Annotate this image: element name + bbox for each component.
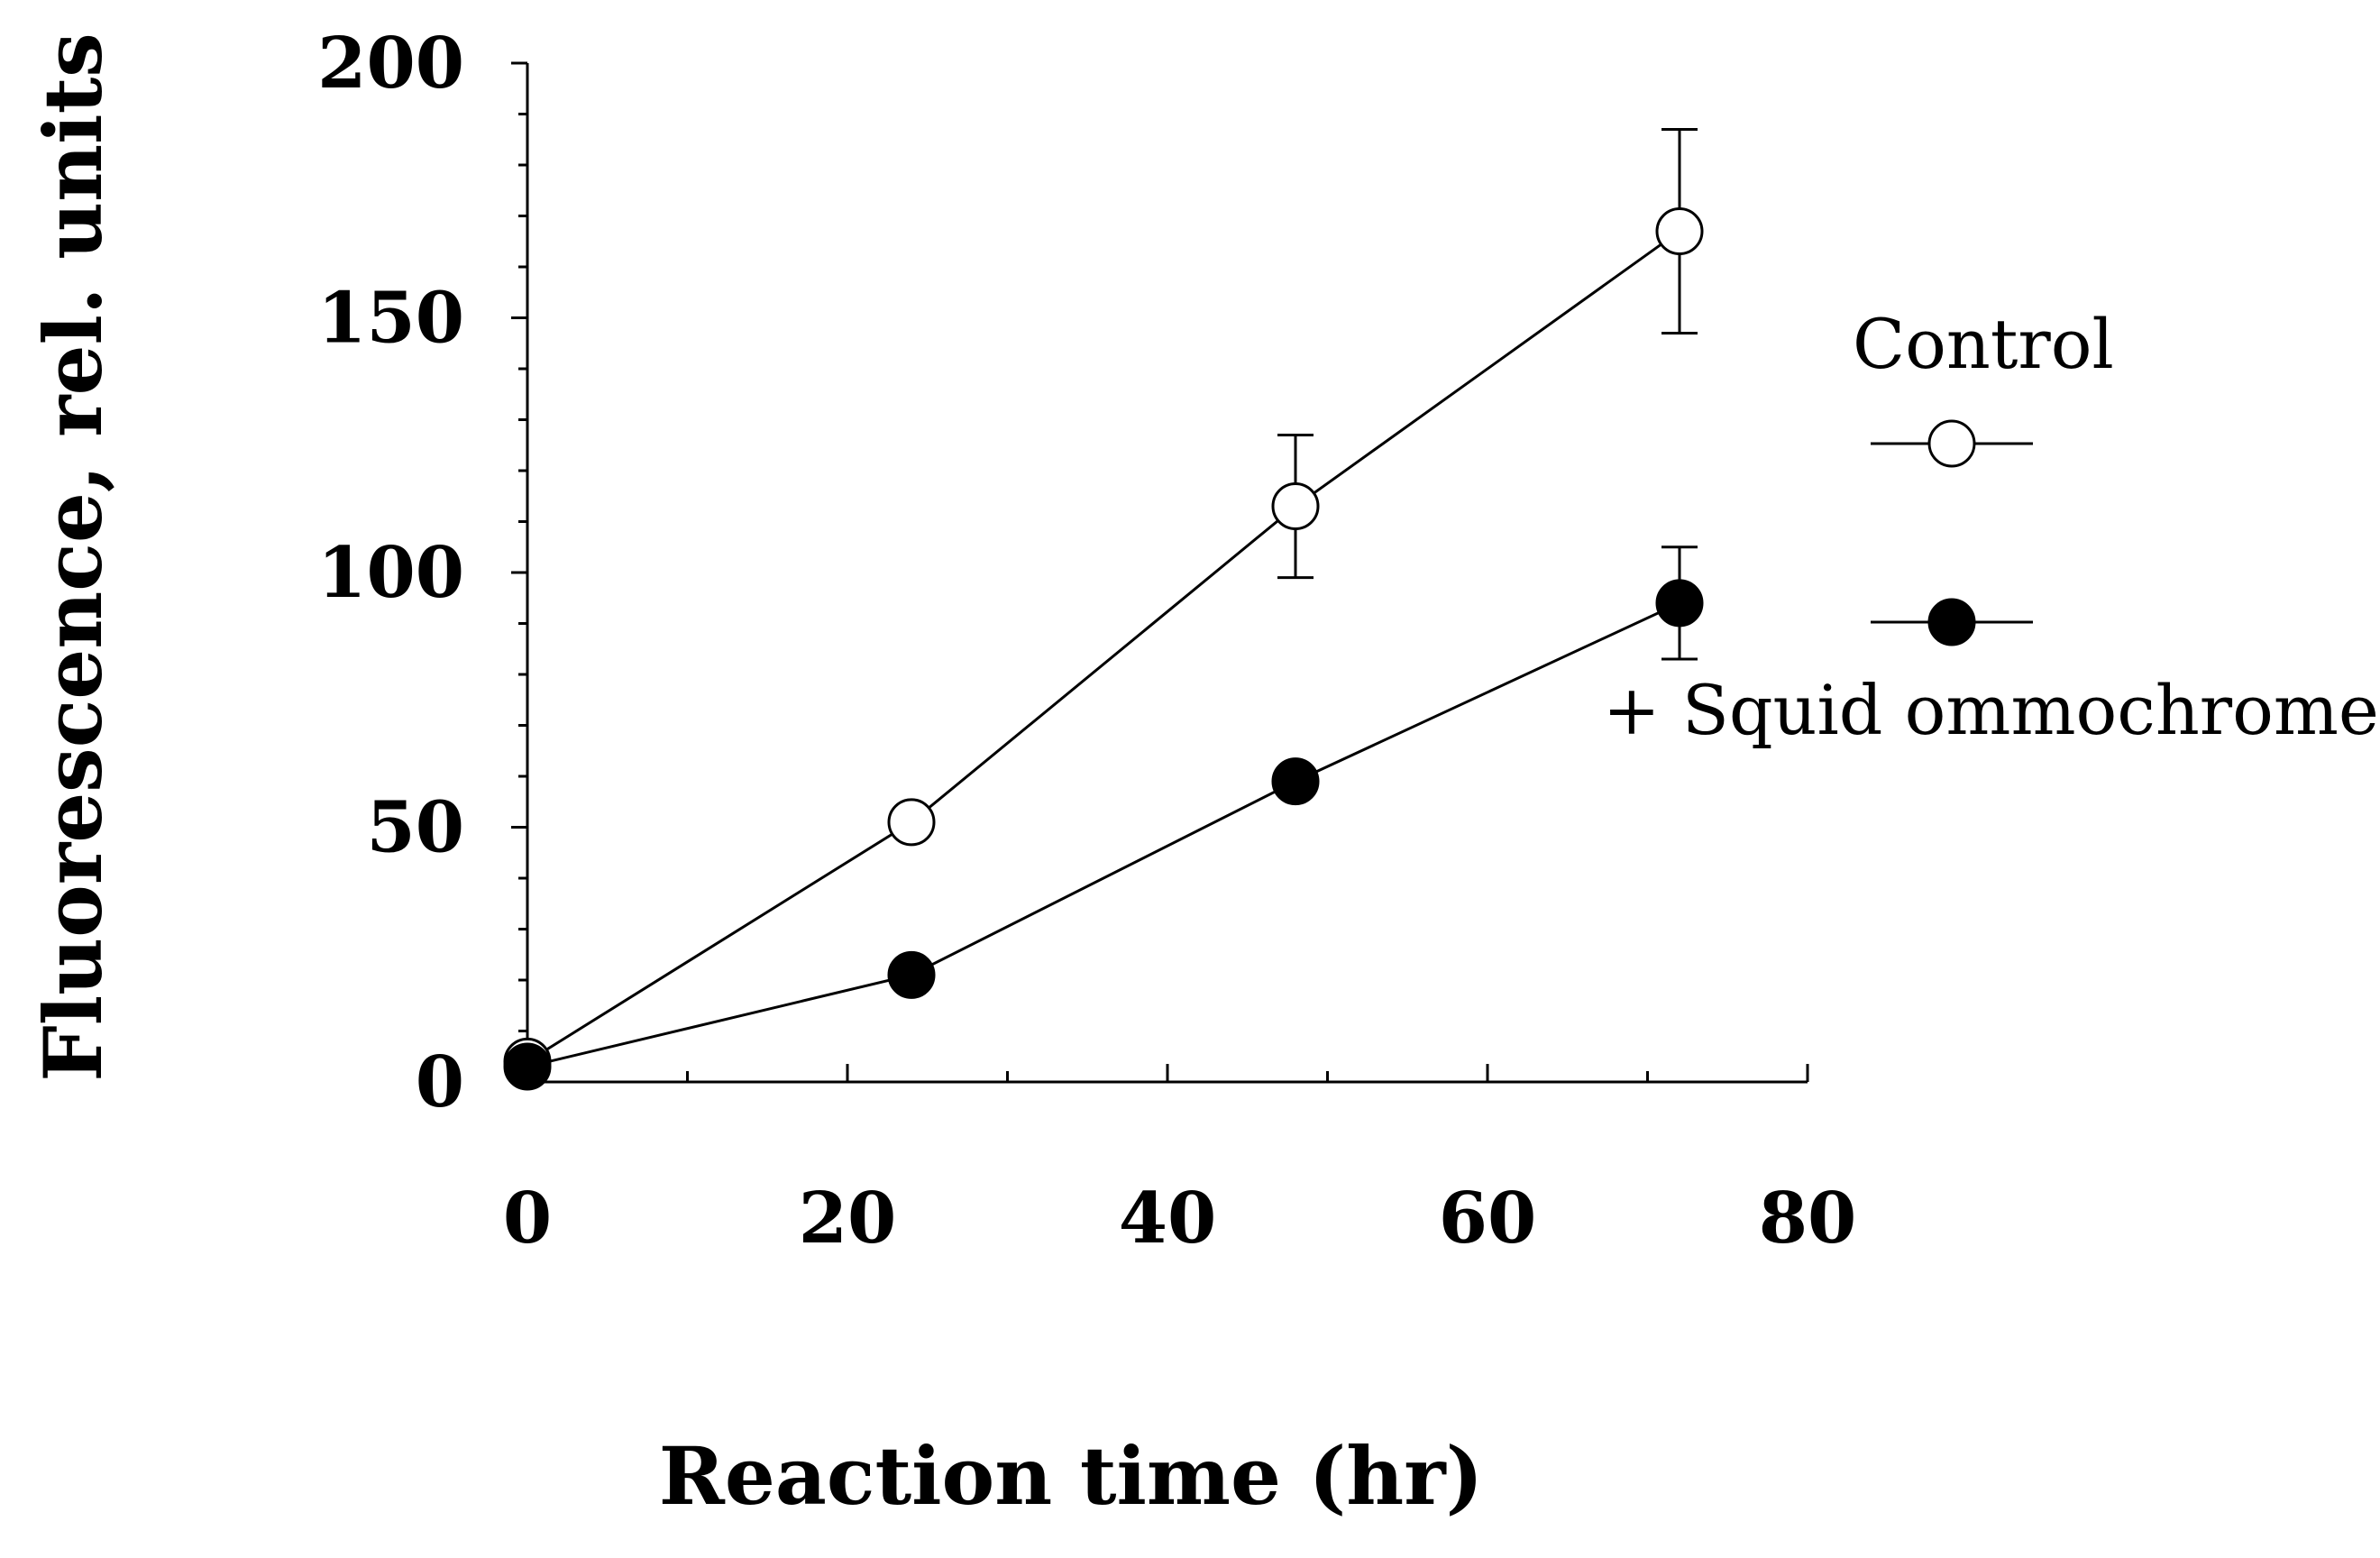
legend-marker-control xyxy=(1927,419,1976,468)
legend-marker-squid-ommochromes xyxy=(1927,598,1976,646)
legend-label-squid-ommochromes: + Squid ommochromes xyxy=(1603,670,2380,750)
series-line xyxy=(526,230,1680,1063)
data-point-control xyxy=(887,798,936,847)
markers xyxy=(503,206,1704,1091)
data-point-squid-ommochromes xyxy=(1271,757,1320,806)
data-point-squid-ommochromes xyxy=(887,950,936,999)
axes xyxy=(526,63,1808,1084)
data-point-squid-ommochromes xyxy=(503,1042,552,1091)
y-tick-label: 150 xyxy=(317,278,464,360)
y-tick-label: 0 xyxy=(416,1041,464,1123)
series-lines xyxy=(526,230,1680,1068)
legend: Control + Squid ommochromes xyxy=(1603,304,2380,750)
y-tick-label: 50 xyxy=(366,787,464,869)
x-axis-title: Reaction time (hr) xyxy=(659,1429,1484,1523)
data-point-control xyxy=(1655,206,1704,255)
x-tick-label: 60 xyxy=(1439,1178,1537,1260)
y-tick-label: 100 xyxy=(317,532,464,614)
ticks: 0 50 100 150 200 0 20 40 60 80 xyxy=(317,23,1856,1260)
data-point-control xyxy=(1271,482,1320,531)
y-axis-title: Fluorescence, rel. units xyxy=(26,32,120,1082)
y-tick-label: 200 xyxy=(317,23,464,105)
x-tick-label: 20 xyxy=(799,1178,897,1260)
error-bars xyxy=(1277,127,1698,661)
legend-label-control: Control xyxy=(1853,304,2114,384)
x-tick-label: 40 xyxy=(1119,1178,1217,1260)
x-tick-label: 0 xyxy=(503,1178,552,1260)
data-point-squid-ommochromes xyxy=(1655,579,1704,628)
x-tick-label: 80 xyxy=(1759,1178,1857,1260)
series-line xyxy=(526,601,1680,1068)
